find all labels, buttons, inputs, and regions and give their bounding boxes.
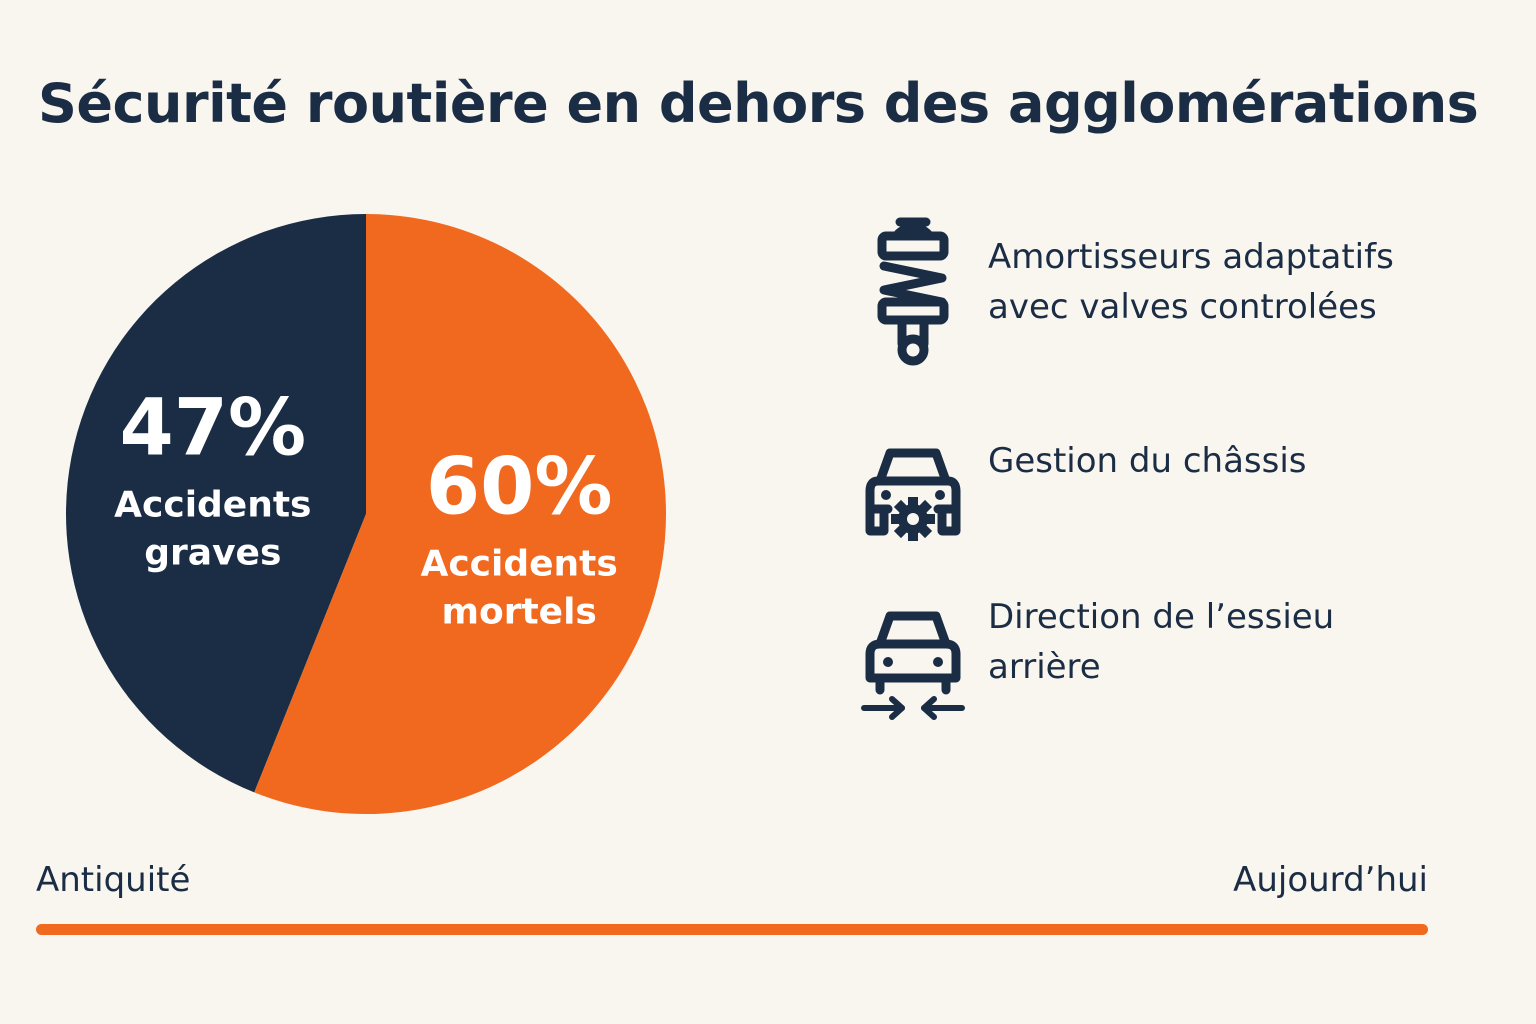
timeline-bar [36, 924, 1428, 935]
pie-slice-label-0: 47% Accidents graves [114, 383, 311, 573]
pie-value-label: 47% [119, 383, 306, 473]
pie-category-label: Accidents [420, 544, 617, 585]
car-axle-arrows-icon [861, 611, 965, 720]
feature-rear-axle-steering: Direction de l’essieu arrière [858, 592, 1498, 720]
feature-adaptive-dampers: Amortisseurs adaptatifs avec valves cont… [858, 217, 1498, 366]
pie-value-label: 60% [426, 443, 613, 533]
pie-category-label: Accidents [114, 484, 311, 525]
pie-chart: 47% Accidents graves 60% Accidents mortels [66, 214, 666, 815]
feature-label: Gestion du châssis [988, 441, 1307, 481]
shock-absorber-icon [877, 217, 949, 366]
timeline-end-label: Aujourd’hui [1233, 860, 1428, 900]
pie-category-label: mortels [441, 592, 596, 633]
car-gear-icon [865, 448, 961, 541]
page-title: Sécurité routière en dehors des agglomér… [38, 72, 1479, 135]
feature-label: Direction de l’essieu arrière [988, 597, 1335, 687]
timeline-start-label: Antiquité [36, 860, 191, 900]
pie-slice-0 [66, 214, 367, 793]
pie-category-label: graves [144, 532, 281, 573]
pie-slice-1 [254, 214, 666, 815]
feature-chassis-management: Gestion du châssis [858, 436, 1498, 546]
feature-label: Amortisseurs adaptatifs avec valves cont… [988, 237, 1394, 327]
pie-slice-label-1: 60% Accidents mortels [420, 443, 617, 633]
